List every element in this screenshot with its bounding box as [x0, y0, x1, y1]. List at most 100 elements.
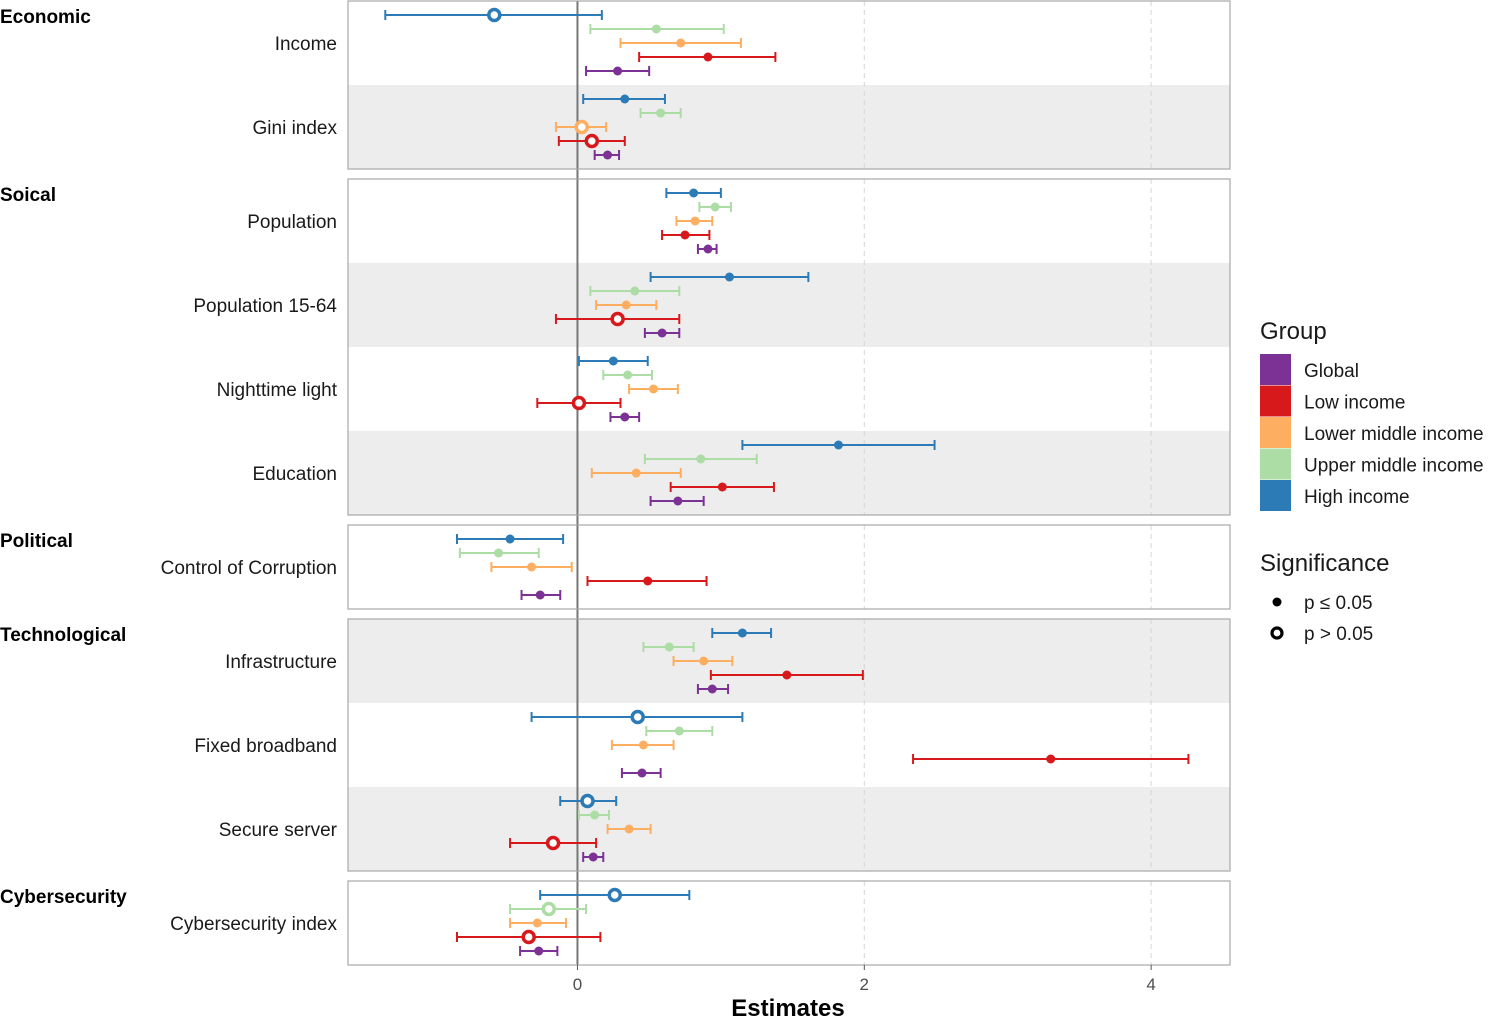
x-tick-label-2: 2: [860, 975, 869, 994]
point-estimate: [707, 684, 717, 694]
point-estimate: [588, 852, 598, 862]
x-tick-label-0: 0: [573, 975, 582, 994]
point-estimate: [624, 824, 634, 834]
row-band-secure-server: [348, 787, 1230, 871]
point-estimate: [621, 300, 631, 310]
point-estimate: [620, 412, 630, 422]
axis-labels-layer: Economic Income Gini index Soical Population…: [0, 7, 338, 935]
legend-entry-global: Global: [1260, 354, 1359, 385]
estimate-population-lower-middle-income: [675, 216, 714, 226]
estimate-secure-server-lower-middle-income: [606, 824, 652, 834]
point-estimate: [737, 628, 747, 638]
variable-label-infrastructure: Infrastructure: [225, 652, 337, 673]
estimate-education-upper-middle-income: [643, 454, 758, 464]
estimate-cybersecurity-index-low-income: [455, 929, 602, 945]
estimate-nighttime-light-upper-middle-income: [602, 370, 654, 380]
estimate-population-low-income: [661, 230, 711, 240]
row-shading-layer: [348, 85, 1230, 871]
estimate-control-of-corruption-lower-middle-income: [490, 562, 573, 572]
legend-swatch: [1260, 354, 1291, 385]
estimate-control-of-corruption-high-income: [455, 534, 565, 544]
estimate-fixed-broadband-upper-middle-income: [645, 726, 714, 736]
point-estimate-nonsig: [541, 901, 557, 917]
point-estimate: [613, 66, 623, 76]
point-estimate: [648, 384, 658, 394]
estimate-gini-index-lower-middle-income: [554, 119, 608, 135]
row-band-education: [348, 431, 1230, 515]
point-estimate: [676, 38, 686, 48]
point-estimate-nonsig: [584, 133, 600, 149]
estimate-nighttime-light-global: [609, 412, 641, 422]
estimate-cybersecurity-index-lower-middle-income: [509, 918, 567, 928]
legend-label: High income: [1304, 487, 1410, 508]
estimate-fixed-broadband-global: [620, 768, 662, 778]
point-estimate: [620, 94, 630, 104]
legend-group-title: Group: [1260, 318, 1327, 345]
estimate-population-15-64-lower-middle-income: [595, 300, 658, 310]
legend-entry-high-income: High income: [1260, 480, 1410, 511]
estimate-nighttime-light-high-income: [577, 356, 649, 366]
legend-label: Upper middle income: [1304, 456, 1484, 477]
estimate-fixed-broadband-low-income: [912, 754, 1190, 764]
legend-entry-low-income: Low income: [1260, 385, 1405, 417]
point-estimate: [534, 946, 544, 956]
legend-entry-significance-sig: p ≤ 0.05: [1272, 593, 1373, 614]
point-estimate-nonsig: [610, 311, 625, 327]
panel-frame-soical: [347, 178, 1231, 516]
gridline-layer: [863, 1, 1152, 965]
point-estimate-nonsig: [521, 929, 536, 945]
legend-entry-significance-nonsig: p > 0.05: [1270, 624, 1373, 645]
variable-label-secure-server: Secure server: [219, 820, 338, 841]
estimate-education-global: [649, 496, 705, 506]
point-estimate: [782, 670, 792, 680]
legend-swatch: [1260, 448, 1291, 480]
panel-frame-economic: [347, 0, 1231, 170]
estimate-education-lower-middle-income: [590, 468, 682, 478]
estimate-population-15-64-global: [643, 328, 681, 338]
estimate-income-lower-middle-income: [619, 38, 742, 48]
point-estimate: [724, 272, 734, 282]
estimate-population-15-64-upper-middle-income: [589, 286, 681, 296]
estimate-nighttime-light-lower-middle-income: [628, 384, 679, 394]
estimate-nighttime-light-low-income: [536, 395, 622, 411]
estimate-infrastructure-low-income: [709, 670, 864, 680]
variable-label-population-15-64: Population 15-64: [193, 296, 337, 317]
point-estimate-nonsig: [487, 7, 502, 23]
estimate-population-high-income: [665, 188, 722, 198]
point-estimate: [608, 356, 618, 366]
point-estimate: [494, 548, 504, 558]
point-estimate: [833, 440, 843, 450]
estimate-marks-layer: [384, 7, 1190, 956]
panel-frame-cybersecurity: [347, 880, 1231, 966]
legend-entry-upper-middle-income: Upper middle income: [1260, 448, 1484, 480]
point-estimate: [680, 230, 690, 240]
estimate-income-upper-middle-income: [589, 24, 725, 34]
point-estimate: [651, 24, 661, 34]
estimate-income-high-income: [384, 7, 603, 23]
estimate-secure-server-global: [582, 852, 605, 862]
estimate-cybersecurity-index-global: [519, 946, 559, 956]
point-estimate: [703, 52, 713, 62]
estimate-fixed-broadband-lower-middle-income: [610, 740, 675, 750]
legend-significance-title: Significance: [1260, 550, 1389, 577]
point-estimate-nonsig: [580, 793, 595, 809]
point-estimate-nonsig: [545, 835, 561, 851]
category-label-political: Political: [0, 531, 73, 552]
legend-swatch: [1260, 417, 1291, 448]
x-axis-title: Estimates: [731, 995, 844, 1018]
point-estimate: [505, 534, 515, 544]
point-estimate: [656, 108, 666, 118]
point-estimate: [532, 918, 542, 928]
point-estimate: [710, 202, 720, 212]
estimate-infrastructure-global: [696, 684, 730, 694]
legend-significance-entries: p ≤ 0.05 p > 0.05: [1270, 593, 1373, 645]
point-estimate: [703, 244, 713, 254]
estimate-control-of-corruption-upper-middle-income: [458, 548, 540, 558]
variable-label-cybersecurity-index: Cybersecurity index: [170, 914, 337, 935]
estimate-cybersecurity-index-high-income: [539, 887, 691, 903]
row-band-infrastructure: [348, 619, 1230, 703]
category-label-economic: Economic: [0, 7, 91, 28]
legend-swatch: [1260, 385, 1291, 417]
legend-entry-lower-middle-income: Lower middle income: [1260, 417, 1484, 448]
